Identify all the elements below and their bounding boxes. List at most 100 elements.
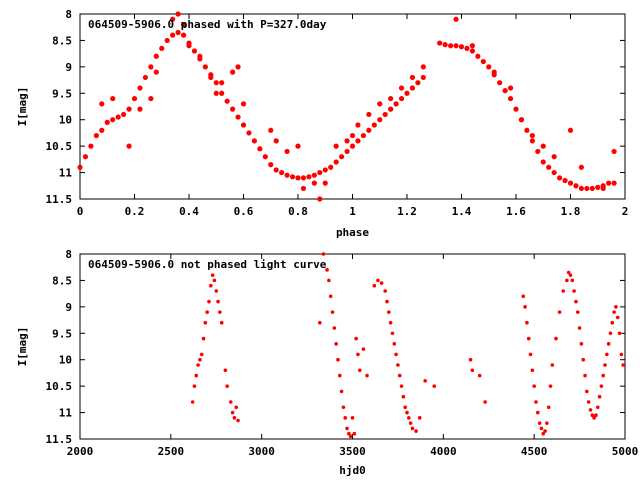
- data-point: [213, 80, 219, 86]
- data-point: [530, 368, 535, 373]
- x-tick-label: 4000: [430, 445, 457, 458]
- data-point: [579, 342, 584, 346]
- data-point: [550, 363, 555, 367]
- data-point: [528, 352, 533, 357]
- data-point: [392, 342, 397, 346]
- data-point: [175, 11, 181, 17]
- data-point: [355, 122, 361, 128]
- data-point: [606, 180, 612, 186]
- y-tick-label: 10.5: [46, 380, 73, 393]
- x-tick-label: 3000: [248, 445, 275, 458]
- data-point: [197, 53, 203, 59]
- data-point: [240, 101, 247, 107]
- data-point: [322, 180, 328, 186]
- data-point: [210, 273, 215, 277]
- data-point: [115, 114, 121, 120]
- phased-light-curve-panel: 0 0.2 0.4 0.6 0.8 1 1.2 1.4 1.6 1.8 2 8 8.5 9 9.5 10 10.…: [16, 8, 628, 239]
- y-tick-label: 9: [65, 61, 72, 74]
- data-point: [541, 431, 546, 436]
- data-point: [318, 320, 322, 325]
- data-point: [390, 331, 395, 336]
- data-point: [192, 384, 197, 388]
- data-point: [601, 373, 605, 378]
- data-point: [208, 74, 214, 81]
- data-point: [409, 74, 416, 81]
- data-point: [387, 310, 391, 314]
- data-point: [423, 379, 427, 383]
- data-point: [574, 299, 578, 304]
- data-point: [137, 106, 143, 112]
- data-point: [377, 101, 383, 107]
- data-point: [236, 418, 240, 423]
- x-tick-label: 2500: [158, 445, 185, 458]
- data-point: [570, 278, 575, 283]
- data-point: [372, 283, 377, 288]
- data-point: [311, 172, 317, 178]
- data-point: [468, 357, 473, 362]
- data-point: [230, 69, 236, 75]
- data-point: [334, 342, 338, 346]
- data-point: [589, 185, 595, 192]
- data-point: [534, 400, 538, 404]
- data-point: [203, 320, 208, 325]
- y-tick-label: 11: [59, 167, 73, 180]
- data-point: [126, 106, 132, 112]
- plot-frame: [79, 13, 626, 200]
- data-point: [595, 184, 601, 190]
- data-point: [486, 64, 492, 70]
- x-tick-label: 0.2: [125, 205, 145, 218]
- data-point: [142, 74, 148, 81]
- data-point: [610, 320, 615, 325]
- data-point: [213, 90, 219, 96]
- data-point: [366, 111, 372, 118]
- data-point: [524, 127, 530, 133]
- data-point: [366, 127, 372, 133]
- data-point: [458, 44, 465, 50]
- data-point: [234, 405, 239, 410]
- data-point: [590, 413, 595, 418]
- data-point: [170, 32, 176, 38]
- data-point: [99, 127, 105, 133]
- data-point: [561, 289, 566, 293]
- data-point: [126, 143, 132, 149]
- data-point: [480, 58, 486, 65]
- chart-title: 064509-5906.0 not phased light curve: [88, 258, 327, 271]
- data-point: [536, 410, 540, 415]
- data-point: [186, 43, 192, 49]
- y-tick-label: 9.5: [52, 87, 72, 100]
- data-point: [584, 185, 590, 192]
- data-point: [453, 16, 459, 22]
- data-point: [212, 278, 217, 283]
- data-point: [403, 405, 407, 410]
- data-point: [382, 111, 388, 118]
- data-point: [99, 101, 105, 107]
- data-point: [477, 373, 482, 378]
- data-point: [608, 331, 613, 336]
- data-point: [207, 299, 211, 304]
- y-tick-label: 8: [65, 8, 72, 21]
- data-point: [592, 416, 596, 420]
- data-point: [339, 154, 345, 160]
- data-point: [611, 148, 617, 155]
- data-point: [300, 175, 307, 181]
- data-point: [175, 29, 181, 36]
- y-tick-label: 8.5: [52, 274, 72, 287]
- data-point: [597, 394, 602, 399]
- data-point: [88, 143, 94, 149]
- data-point: [344, 148, 350, 155]
- data-point: [543, 429, 547, 433]
- y-tick-label: 10: [59, 114, 72, 127]
- data-point: [110, 117, 116, 123]
- data-point: [202, 64, 208, 70]
- data-point: [273, 138, 279, 144]
- data-point: [343, 416, 348, 420]
- data-point: [404, 90, 410, 96]
- data-point: [525, 320, 529, 325]
- data-point: [110, 95, 116, 102]
- data-point: [268, 127, 274, 133]
- data-point: [546, 405, 551, 410]
- data-point: [415, 80, 421, 86]
- data-point: [611, 180, 617, 186]
- y-tick-label: 8: [65, 248, 72, 261]
- plot-frame: [79, 253, 626, 440]
